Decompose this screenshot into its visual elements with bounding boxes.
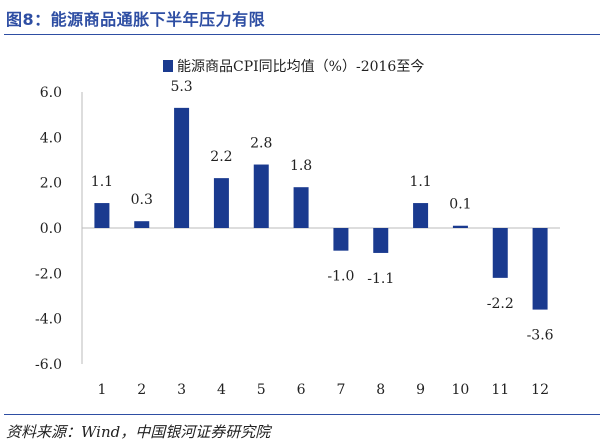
data-label: -1.1 — [367, 271, 394, 287]
legend-swatch — [163, 60, 173, 72]
data-label: 1.8 — [290, 158, 312, 174]
bar — [253, 164, 269, 228]
y-tick-label: 2.0 — [40, 176, 62, 192]
y-tick-label: -4.0 — [35, 312, 62, 328]
x-tick-label: 9 — [416, 382, 425, 398]
data-label: -1.0 — [327, 269, 354, 285]
bar — [213, 178, 229, 228]
data-label: 2.8 — [250, 136, 272, 152]
data-label: 0.3 — [131, 192, 153, 208]
x-tick-label: 3 — [177, 382, 186, 398]
data-label: 1.1 — [409, 174, 431, 190]
data-label: 1.1 — [91, 174, 113, 190]
bar — [94, 203, 110, 228]
bar — [492, 228, 508, 278]
bar-chart: 能源商品CPI同比均值（%）-2016至今 6.0 4.0 2.0 0.0 -2.0 -4… — [35, 59, 560, 398]
bar — [532, 228, 548, 310]
y-tick-label: -2.0 — [35, 266, 62, 282]
bar — [373, 228, 389, 253]
y-axis: 6.0 4.0 2.0 0.0 -2.0 -4.0 -6.0 — [35, 85, 83, 373]
x-tick-label: 5 — [257, 382, 266, 398]
bars — [94, 107, 548, 310]
data-label: -2.2 — [487, 296, 514, 312]
legend: 能源商品CPI同比均值（%）-2016至今 — [163, 59, 424, 75]
source-note: 资料来源：Wind，中国银河证券研究院 — [6, 423, 271, 441]
bar — [333, 228, 349, 251]
bar — [174, 107, 190, 228]
x-tick-label: 2 — [137, 382, 146, 398]
bar — [413, 203, 429, 228]
data-label: 5.3 — [170, 79, 192, 95]
data-label: 2.2 — [210, 149, 232, 165]
y-tick-label: -6.0 — [35, 357, 62, 373]
x-tick-label: 7 — [336, 382, 345, 398]
bar — [134, 221, 150, 228]
y-tick-label: 0.0 — [40, 221, 62, 237]
x-tick-label: 4 — [217, 382, 226, 398]
x-tick-label: 12 — [531, 382, 549, 398]
data-labels: 1.1 0.3 5.3 2.2 2.8 1.8 -1.0 -1.1 1.1 0.1 -2.2 -3.6 — [91, 79, 554, 344]
bar — [293, 187, 309, 228]
x-tick-label: 10 — [452, 382, 470, 398]
figure-title: 图8：能源商品通胀下半年压力有限 — [6, 10, 266, 29]
legend-label: 能源商品CPI同比均值（%）-2016至今 — [177, 59, 424, 75]
y-tick-label: 6.0 — [40, 85, 62, 101]
bar — [452, 225, 468, 228]
data-label: 0.1 — [449, 197, 471, 213]
x-tick-label: 6 — [297, 382, 306, 398]
x-tick-label: 8 — [376, 382, 385, 398]
y-tick-label: 4.0 — [40, 130, 62, 146]
x-tick-label: 1 — [97, 382, 106, 398]
footer-divider — [4, 414, 600, 415]
title-divider — [4, 34, 600, 35]
data-label: -3.6 — [527, 328, 554, 344]
x-axis: 1 2 3 4 5 6 7 8 9 10 11 12 — [82, 227, 560, 398]
x-tick-label: 11 — [491, 382, 509, 398]
